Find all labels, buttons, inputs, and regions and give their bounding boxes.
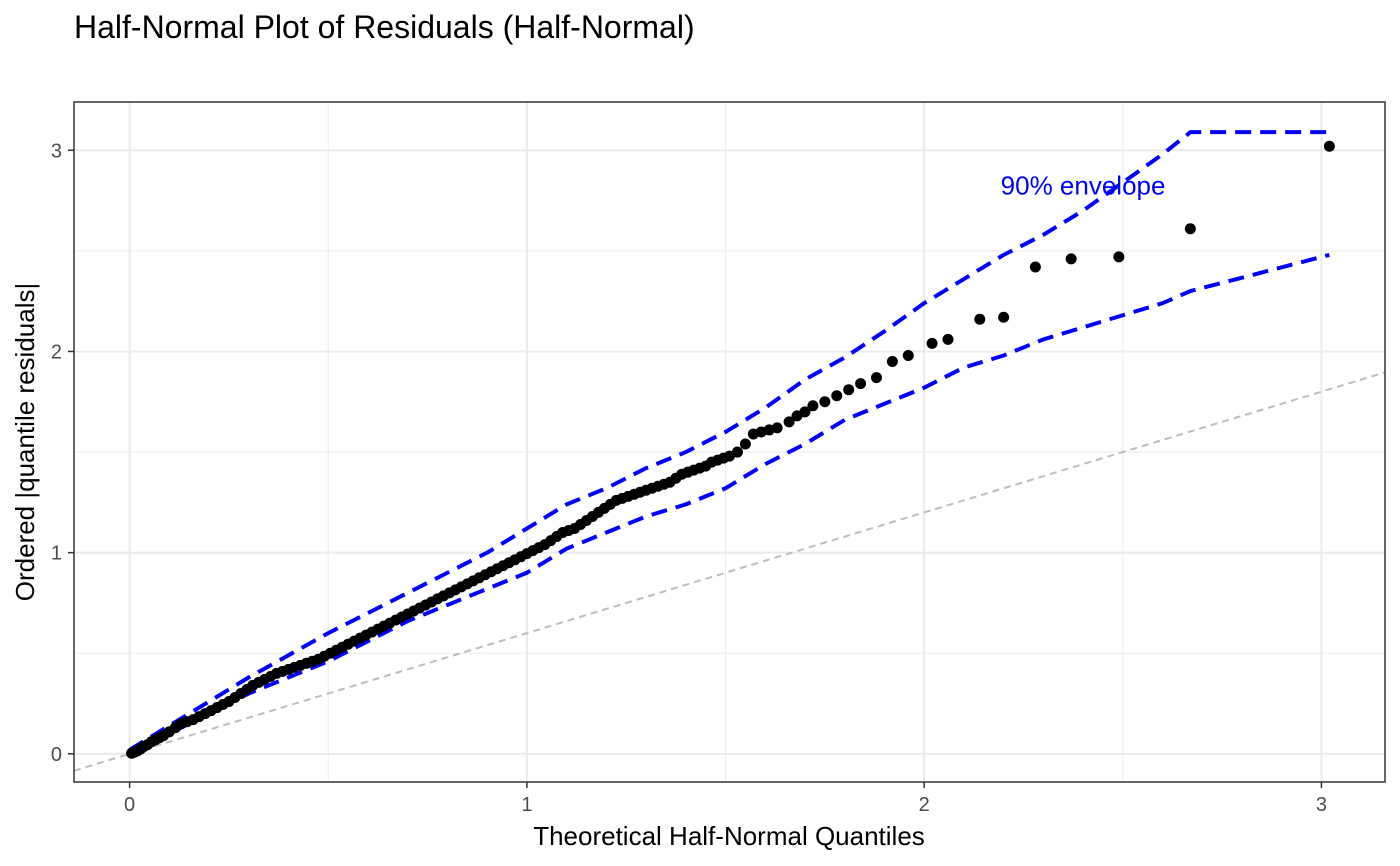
residual-point [731, 446, 743, 458]
chart-title: Half-Normal Plot of Residuals (Half-Norm… [74, 9, 695, 45]
residual-point [1065, 253, 1077, 265]
residual-point [819, 396, 831, 408]
residual-point [1029, 261, 1041, 273]
residual-point [843, 384, 855, 396]
envelope-annotation: 90% envelope [1001, 171, 1166, 201]
x-tick-label: 1 [521, 794, 532, 816]
envelope-upper-line [128, 130, 1330, 752]
residual-point [1323, 140, 1335, 152]
residual-point [886, 356, 898, 368]
y-axis-title: Ordered |quantile residuals| [10, 283, 40, 601]
residual-point [855, 378, 867, 390]
residual-point [902, 349, 914, 361]
residual-point [998, 311, 1010, 323]
x-tick-label: 3 [1316, 794, 1327, 816]
residual-point [739, 438, 751, 450]
reference-line [74, 371, 1385, 772]
y-tick-label: 0 [51, 744, 62, 766]
residual-point [1113, 251, 1125, 263]
panel-border [73, 101, 1386, 783]
residual-point [771, 422, 783, 434]
plot-panel: 90% envelope 0 1 2 3 0 1 2 3 [51, 101, 1386, 816]
residual-point [807, 400, 819, 412]
x-axis-title: Theoretical Half-Normal Quantiles [533, 821, 925, 851]
x-tick-label: 2 [919, 794, 930, 816]
residual-point [942, 333, 954, 345]
residual-point [799, 406, 811, 418]
residual-point [870, 372, 882, 384]
y-tick-label: 2 [51, 341, 62, 363]
y-tick-label: 1 [51, 543, 62, 565]
residual-point [783, 416, 795, 428]
envelope-lower-line [128, 252, 1330, 756]
residual-point [1184, 223, 1196, 235]
x-tick-label: 0 [124, 794, 135, 816]
y-tick-label: 3 [51, 140, 62, 162]
residual-point [831, 390, 843, 402]
residual-point [974, 313, 986, 325]
residual-point [926, 337, 938, 349]
